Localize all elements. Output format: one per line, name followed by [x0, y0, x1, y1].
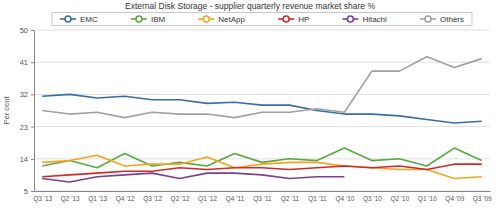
x-tick: Q1 '13 [88, 195, 107, 203]
legend-swatch-marker [347, 16, 353, 22]
x-axis: Q3 '13 Q2 '13 Q1 '13 Q4 '12 Q3 '12 Q2 '12 Q1 '… [33, 192, 492, 203]
y-tick-label: 41 [20, 58, 28, 67]
x-tick: Q1 '10 [418, 195, 437, 203]
legend-item: NetApp [198, 15, 245, 24]
x-tick-label: Q1 '10 [418, 195, 437, 203]
x-tick-label: Q3 '10 [363, 195, 382, 203]
x-tick-label: Q4 '11 [226, 195, 245, 203]
x-tick-label: Q2 '13 [61, 195, 80, 203]
y-tick: 32 [20, 90, 34, 99]
legend-box [52, 13, 472, 26]
x-tick: Q4 '11 [226, 195, 245, 203]
legend-item: IBM [131, 15, 166, 24]
grid-line [34, 191, 490, 192]
y-tick: 14 [20, 155, 34, 164]
x-tick-label: Q3 '12 [143, 195, 162, 203]
x-tick: Q1 '11 [308, 195, 327, 203]
x-tick: Q2 '12 [171, 195, 190, 203]
x-tick-label: Q2 '10 [390, 195, 409, 203]
legend-label: HP [298, 15, 309, 24]
y-tick-label: 32 [20, 90, 28, 99]
plot-area: 51423324150Q3 '13Q2 '13Q1 '13Q4 '12Q3 '1… [20, 26, 492, 203]
y-axis: 5 14 23 32 41 50 [20, 26, 35, 196]
legend-item: EMC [60, 15, 98, 24]
x-tick: Q2 '11 [281, 195, 300, 203]
y-tick-mark [31, 94, 34, 95]
x-tick: Q3 '10 [363, 195, 382, 203]
x-tick: Q3 '11 [253, 195, 272, 203]
y-axis-title: Per cent [2, 96, 11, 125]
legend-swatch-marker [65, 16, 71, 22]
legend-label: NetApp [218, 15, 245, 24]
y-tick-mark [31, 191, 34, 192]
x-tick-label: Q3 '09 [473, 195, 492, 203]
series-group [42, 57, 482, 182]
x-axis-line [35, 191, 491, 192]
y-tick-mark [31, 62, 34, 63]
grid-line [34, 30, 490, 31]
x-tick: Q4 '10 [335, 195, 354, 203]
x-tick-label: Q2 '11 [281, 195, 300, 203]
grid-line [34, 158, 490, 159]
x-tick: Q4 '09 [445, 195, 464, 203]
y-tick-label: 5 [24, 187, 28, 196]
series-line [42, 173, 344, 182]
x-tick-label: Q3 '13 [33, 195, 52, 203]
legend-item: HP [278, 15, 309, 24]
legend: EMC IBM NetApp HP Hitachi Others [52, 13, 472, 26]
x-tick-label: Q4 '12 [116, 195, 135, 203]
x-tick-label: Q3 '11 [253, 195, 272, 203]
legend-label: Hitachi [362, 15, 387, 24]
legend-swatch-marker [425, 16, 431, 22]
grid-line [34, 94, 490, 95]
y-tick: 23 [20, 123, 34, 132]
x-tick: Q3 '09 [473, 195, 492, 203]
x-tick-label: Q1 '12 [198, 195, 217, 203]
x-tick: Q3 '12 [143, 195, 162, 203]
legend-swatch-marker [136, 16, 142, 22]
series-line [42, 94, 482, 123]
grid-line [34, 62, 490, 63]
x-tick: Q4 '12 [116, 195, 135, 203]
x-tick: Q1 '12 [198, 195, 217, 203]
y-tick-label: 23 [20, 123, 28, 132]
legend-swatch-marker [203, 16, 209, 22]
y-tick: 41 [20, 58, 34, 67]
x-tick-label: Q2 '12 [171, 195, 190, 203]
title: External Disk Storage - supplier quarter… [125, 1, 375, 11]
y-tick-label: 50 [20, 26, 28, 35]
legend-item: Hitachi [342, 15, 387, 24]
y-axis-line [34, 31, 35, 192]
legend-label: IBM [151, 15, 166, 24]
chart-container: External Disk Storage - supplier quarter… [0, 0, 500, 213]
x-tick-label: Q4 '10 [335, 195, 354, 203]
series-line [42, 57, 482, 118]
y-tick-mark [31, 159, 34, 160]
y-tick-mark [31, 127, 34, 128]
legend-label: EMC [80, 15, 98, 24]
x-tick-label: Q4 '09 [445, 195, 464, 203]
grid [34, 30, 490, 191]
grid-line [34, 126, 490, 127]
x-tick: Q2 '10 [390, 195, 409, 203]
y-tick-label: 14 [20, 155, 28, 164]
legend-label: Others [440, 15, 464, 24]
chart-svg: External Disk Storage - supplier quarter… [0, 0, 500, 213]
x-tick: Q3 '13 [33, 195, 52, 203]
y-tick: 50 [20, 26, 34, 35]
y-tick-mark [31, 30, 34, 31]
legend-swatch-marker [283, 16, 289, 22]
x-tick-label: Q1 '11 [308, 195, 327, 203]
x-tick: Q2 '13 [61, 195, 80, 203]
legend-item: Others [420, 15, 464, 24]
x-tick-label: Q1 '13 [88, 195, 107, 203]
